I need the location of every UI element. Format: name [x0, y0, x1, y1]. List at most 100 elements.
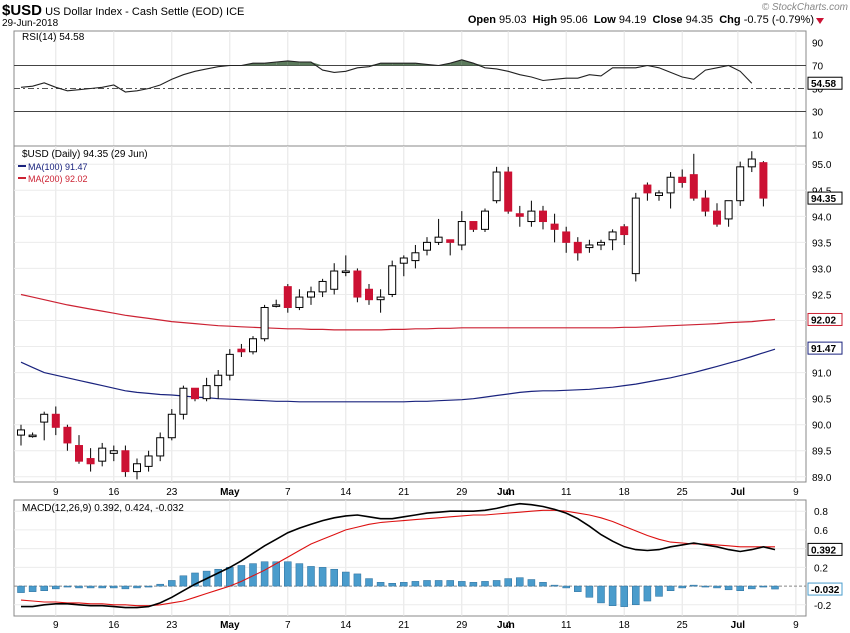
- candle-body: [701, 197, 710, 212]
- candle-body: [167, 413, 176, 439]
- macd-histogram-bar: [307, 566, 315, 587]
- candle-body: [249, 338, 257, 353]
- macd-histogram-bar: [736, 585, 744, 591]
- candle-body: [318, 280, 327, 293]
- rsi-tick-label: 10: [812, 131, 824, 142]
- candle-body: [376, 296, 385, 301]
- x-tick-label: 9: [793, 620, 799, 631]
- macd-histogram-bar: [156, 583, 164, 587]
- macd-histogram-bar: [179, 575, 188, 587]
- candle-body: [573, 241, 582, 254]
- candle-body: [237, 348, 246, 353]
- candle-body: [295, 296, 304, 308]
- macd-histogram-bar: [516, 577, 524, 587]
- macd-histogram-bar: [353, 573, 362, 587]
- macd-histogram-bar: [492, 580, 501, 587]
- candle-body: [655, 192, 663, 196]
- candle-body: [272, 304, 281, 307]
- candle-body: [109, 450, 118, 454]
- candle-body: [63, 426, 72, 444]
- macd-histogram-bar: [86, 585, 95, 589]
- panel-frame: [13, 499, 807, 617]
- macd-histogram-bar: [75, 585, 83, 589]
- candle-body: [388, 265, 397, 295]
- macd-histogram-bar: [597, 585, 605, 604]
- macd-last-label-box: [807, 542, 843, 556]
- candle-body: [202, 385, 211, 400]
- macd-histogram-bar: [678, 585, 686, 589]
- panel-frame: [13, 145, 807, 483]
- macd-histogram-bar: [168, 580, 176, 587]
- ma100-last-label-box: [807, 341, 843, 355]
- price-tick-label: 89.5: [812, 447, 832, 458]
- macd-histogram-bar: [63, 585, 72, 588]
- instrument-name: US Dollar Index - Cash Settle (EOD): [45, 6, 223, 18]
- candle-body: [446, 239, 455, 243]
- x-tick-label: 11: [561, 487, 572, 498]
- macd-histogram-bar: [342, 571, 350, 587]
- price-legend: $USD (Daily) 94.35 (29 Jun): [22, 149, 148, 160]
- candle-body: [585, 244, 594, 249]
- close-value: 94.35: [685, 14, 714, 26]
- candle-body: [179, 387, 188, 415]
- candle-body: [597, 241, 605, 246]
- candle-body: [631, 197, 640, 275]
- x-tick-label: 16: [108, 487, 120, 498]
- ma200-legend: MA(200) 92.02: [28, 174, 88, 184]
- macd-tick-label: 0.6: [814, 526, 828, 537]
- macd-histogram-bar: [527, 579, 536, 587]
- exchange-label: ICE: [226, 6, 245, 18]
- price-tick-label: 90.5: [812, 395, 832, 406]
- change-label: Chg: [719, 14, 741, 26]
- price-panel: 95.094.594.093.593.092.592.091.591.090.5…: [13, 145, 843, 484]
- price-tick-label: 89.0: [812, 473, 832, 484]
- macd-histogram-bar: [365, 578, 373, 587]
- low-label: Low: [593, 14, 616, 26]
- low-value: 94.19: [618, 14, 647, 26]
- macd-histogram-bar: [550, 584, 559, 587]
- macd-hist-last-label-box: [807, 582, 843, 596]
- candle-body: [307, 291, 315, 298]
- x-tick-label: 29: [456, 620, 468, 631]
- ma200-last-label: 92.02: [811, 315, 836, 326]
- x-tick-label: 11: [561, 620, 572, 631]
- last-price-label-box: [807, 191, 843, 205]
- macd-histogram-bar: [690, 584, 698, 587]
- macd-hist-last-label: -0.032: [811, 585, 840, 596]
- macd-histogram-bar: [643, 585, 652, 602]
- price-tick-label: 92.5: [812, 290, 832, 301]
- rsi-overbought-fill: [253, 63, 265, 66]
- open-label: Open: [467, 14, 496, 26]
- candle-body: [98, 447, 107, 462]
- rsi-legend: RSI(14) 54.58: [22, 32, 85, 43]
- candle-body: [156, 437, 165, 457]
- x-tick-label: 7: [285, 487, 291, 498]
- x-tick-label: Jun: [497, 487, 515, 498]
- change-value: -0.75 (-0.79%): [743, 14, 814, 26]
- candle-body: [225, 353, 234, 376]
- candle-body: [515, 213, 524, 217]
- macd-histogram-bar: [144, 585, 153, 588]
- macd-histogram-bar: [759, 585, 768, 588]
- candle-body: [423, 241, 431, 251]
- candle-body: [121, 450, 130, 473]
- macd-histogram-bar: [504, 578, 512, 587]
- rsi-overbought-fill: [392, 63, 404, 66]
- x-tick-label: 25: [677, 487, 689, 498]
- candle-body: [17, 429, 25, 436]
- rsi-tick-label: 50: [812, 85, 824, 96]
- macd-signal-line: [20, 509, 775, 607]
- macd-histogram-bar: [666, 585, 675, 591]
- macd-histogram-bar: [110, 585, 118, 589]
- macd-tick-label: -0.2: [814, 601, 832, 612]
- macd-histogram-bar: [585, 585, 594, 598]
- price-tick-label: 94.0: [812, 212, 832, 223]
- candle-body: [133, 463, 141, 473]
- ma100-legend: MA(100) 91.47: [28, 162, 88, 172]
- brand-watermark: © StockCharts.com: [761, 2, 848, 13]
- price-tick-label: 91.0: [812, 369, 832, 380]
- macd-histogram-bar: [330, 568, 338, 587]
- x-tick-label: 4: [505, 487, 511, 498]
